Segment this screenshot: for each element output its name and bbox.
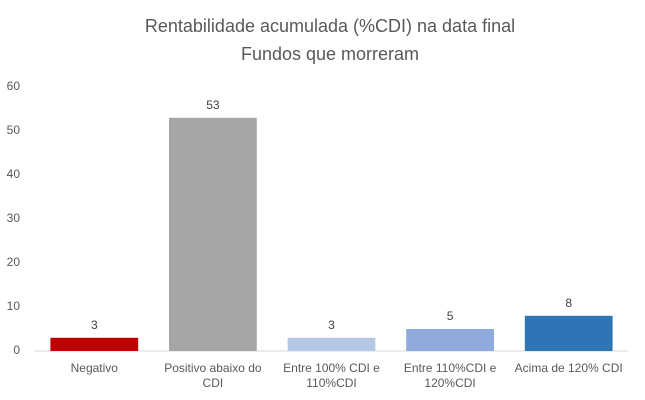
x-tick-label: Entre 110%CDI e 120%CDI — [403, 361, 497, 390]
y-tick-label: 40 — [7, 167, 21, 181]
data-label: 3 — [91, 318, 98, 332]
y-tick-label: 20 — [7, 255, 21, 269]
y-tick-label: 0 — [13, 343, 20, 357]
bar — [50, 337, 139, 351]
chart-subtitle: Fundos que morreram — [241, 44, 419, 64]
y-tick-label: 50 — [7, 123, 21, 137]
bar — [287, 337, 376, 351]
x-tick-label: Positivo abaixo do CDI — [164, 361, 262, 390]
bar — [169, 117, 257, 351]
y-tick-label: 10 — [7, 299, 21, 313]
data-label: 5 — [447, 309, 454, 323]
x-tick-label: Entre 100% CDI e 110%CDI — [283, 361, 380, 390]
x-tick-label: Acima de 120% CDI — [514, 361, 623, 375]
x-tick-label: Negativo — [70, 361, 118, 375]
data-label: 8 — [565, 296, 572, 310]
data-label: 3 — [328, 318, 335, 332]
y-tick-label: 30 — [7, 211, 21, 225]
bar — [524, 315, 613, 351]
chart-title: Rentabilidade acumulada (%CDI) na data f… — [145, 16, 515, 36]
bar — [406, 329, 494, 351]
y-tick-label: 60 — [7, 79, 21, 93]
data-label: 53 — [206, 98, 220, 112]
